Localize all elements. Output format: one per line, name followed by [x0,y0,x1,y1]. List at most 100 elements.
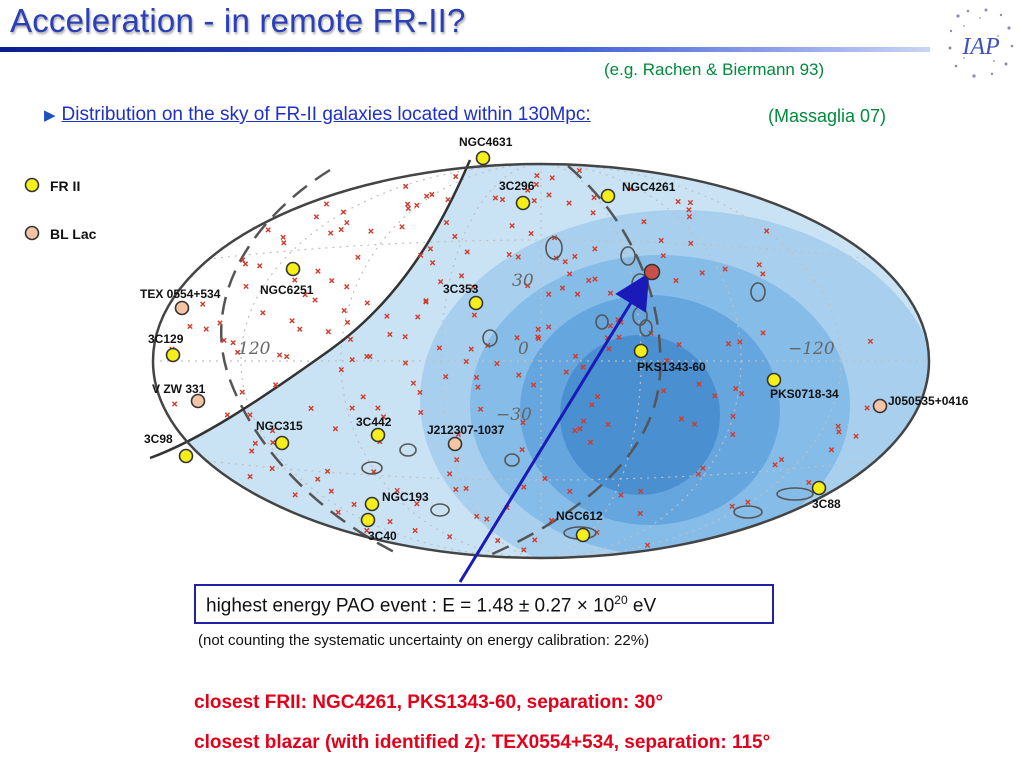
galaxy-marker [525,187,531,193]
galaxy-marker [676,341,682,348]
source-marker-ngc193 [364,496,380,512]
galaxy-marker [587,439,594,445]
sky-map-border [151,162,931,560]
galaxy-marker [531,197,537,204]
galaxy-marker [572,427,578,434]
galaxy-marker [260,310,266,316]
pao-event-circle [776,487,814,501]
source-label-pks1343-60: PKS1343-60 [637,360,706,374]
galaxy-marker [272,382,279,388]
galaxy-marker [368,228,374,234]
galaxy-marker [360,394,366,400]
source-marker-ngc4631 [475,150,491,166]
pao-event-circle [399,443,417,457]
galaxy-marker [548,517,555,524]
galaxy-marker [760,330,766,336]
galaxy-marker [594,393,601,400]
pao-event-circle [361,461,383,475]
sky-distribution-link[interactable]: Distribution on the sky of FR-II galaxie… [61,104,591,125]
pao-event-circles [361,236,814,540]
galaxy-marker [332,426,339,432]
galaxy-marker [364,353,370,360]
galaxy-marker [412,527,418,534]
galaxy-marker [269,428,276,434]
legend-fr2-marker [24,177,40,193]
galaxy-marker [686,207,692,213]
iap-logo: IAP [948,8,1014,78]
galaxy-marker [325,328,332,335]
galaxy-marker [835,423,841,430]
event-energy-box: highest energy PAO event : E = 1.48 ± 0.… [194,584,774,624]
galaxy-marker [572,353,579,359]
galaxy-marker [364,300,370,306]
galaxy-marker [546,192,552,198]
galaxy-marker [686,213,693,220]
galaxy-marker [514,334,520,341]
pao-event-circle [595,314,609,330]
galaxy-marker [468,346,474,352]
galaxy-marker [344,219,350,226]
galaxy-marker [417,389,423,396]
galaxy-marker [252,440,259,447]
source-marker-3c129 [165,347,181,363]
closest-blazar-result: closest blazar (with identified z): TEX0… [194,732,771,753]
galaxy-marker [729,503,735,509]
grid-label-0: 0 [518,339,529,359]
galaxy-marker [566,271,573,277]
galaxy-marker [532,537,538,543]
logo-text: IAP [961,34,1000,60]
galaxy-marker [427,246,434,252]
galaxy-marker [221,337,227,343]
source-marker-ngc315 [274,435,290,451]
galaxy-marker [243,283,249,290]
galaxy-marker [203,326,209,332]
source-marker-pks0718-34 [766,372,782,388]
galaxy-marker [484,516,490,522]
galaxy-marker [410,380,417,386]
source-label-3c88: 3C88 [812,497,841,511]
slide-title: Acceleration - in remote FR-II? [10,2,466,39]
galaxy-marker [446,471,453,477]
galaxy-marker [618,492,624,498]
grid-label-120: 120 [238,339,271,359]
galaxy-marker [270,439,276,446]
source-label-3c98: 3C98 [144,432,173,446]
galaxy-marker [249,448,255,454]
galaxy-marker [405,205,412,212]
galaxy-marker [402,333,408,340]
source-marker-j212307-1037 [447,436,463,452]
galaxy-marker [688,240,694,247]
galaxy-marker [224,412,231,418]
galaxy-marker [297,326,303,332]
galaxy-marker [313,214,320,220]
source-label-ngc4261: NGC4261 [622,180,676,194]
galaxy-marker [265,227,271,233]
galaxy-marker [661,388,667,394]
source-marker-ngc4261 [600,188,616,204]
galaxy-marker [585,277,592,284]
galaxy-marker [239,389,245,395]
reference-rachen-biermann: (e.g. Rachen & Biermann 93) [604,60,825,79]
galaxy-marker [535,335,542,342]
galaxy-marker [470,284,476,290]
source-label-pks0718-34: PKS0718-34 [770,387,839,401]
galaxy-marker [453,486,459,493]
galaxy-marker [473,513,480,519]
galaxy-marker [528,230,534,237]
galaxy-marker [700,465,706,471]
galaxy-marker [423,299,429,305]
galaxy-marker [627,186,634,192]
galaxy-marker [712,393,718,399]
galaxy-marker [605,421,611,428]
galaxy-marker [644,542,651,548]
galaxy-marker [328,230,334,236]
galaxy-marker [323,201,330,207]
galaxy-marker [429,191,435,198]
galaxy-marker [687,199,694,206]
background-galaxies [169,167,874,553]
galaxy-marker [349,356,355,363]
galaxy-marker [463,358,469,365]
galaxy-marker [730,413,736,419]
source-marker-3c442 [370,427,386,443]
bullet-item: ▶ Distribution on the sky of FR-II galaxi… [44,104,591,126]
